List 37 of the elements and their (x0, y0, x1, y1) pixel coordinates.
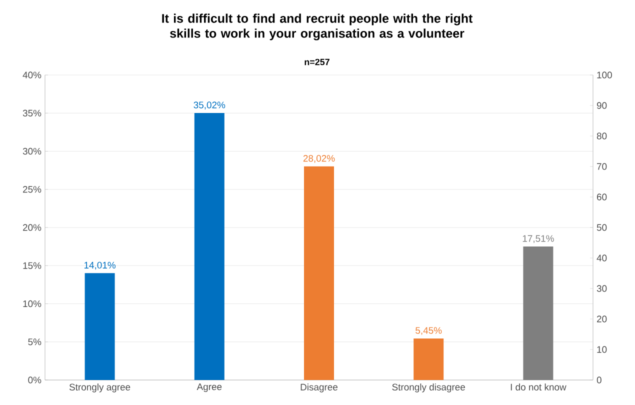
chart-subtitle: n=257 (304, 58, 330, 66)
y-tick-label: 40% (22, 72, 42, 78)
x-tick-label: Strongly agree (69, 384, 130, 392)
data-label: 17,51% (522, 235, 554, 243)
y2-tick-label: 70 (597, 163, 607, 170)
data-label: 35,02% (194, 102, 226, 110)
data-label: 14,01% (84, 262, 116, 270)
bar (523, 246, 554, 380)
y-tick-label: 10% (23, 300, 42, 308)
y2-tick-label: 80 (596, 132, 607, 140)
y2-tick-label: 30 (596, 285, 607, 292)
y2-tick-label: 50 (596, 224, 607, 231)
bar (414, 338, 444, 380)
y2-tick-label: 40 (596, 254, 607, 262)
y-tick-label: 20% (23, 224, 42, 231)
bar (304, 166, 334, 380)
y2-tick-label: 90 (596, 102, 607, 109)
y-tick-label: 25% (23, 186, 42, 193)
bar (84, 273, 115, 380)
y-tick-label: 15% (23, 262, 42, 269)
y-tick-label: 35% (22, 110, 42, 116)
y2-tick-label: 0 (596, 376, 602, 384)
y2-tick-label: 100 (597, 72, 612, 78)
y2-tick-label: 20 (596, 316, 607, 322)
bar (194, 112, 224, 380)
chart-title: It is difficult to find and recruit people with the right skills to work in your organisation as a volunteer (162, 14, 473, 40)
y-tick-label: 0% (28, 376, 42, 384)
y-tick-label: 5% (28, 338, 42, 346)
x-tick-label: Disagree (300, 384, 338, 392)
data-label: 5,45% (416, 327, 442, 335)
x-tick-label: Agree (196, 384, 222, 392)
x-tick-label: Strongly disagree (392, 384, 465, 392)
y2-tick-label: 60 (597, 194, 607, 200)
data-label: 28,02% (303, 155, 335, 163)
x-tick-label: I do not know (510, 384, 566, 390)
y-tick-label: 30% (22, 148, 42, 155)
y2-tick-label: 10 (597, 346, 607, 353)
